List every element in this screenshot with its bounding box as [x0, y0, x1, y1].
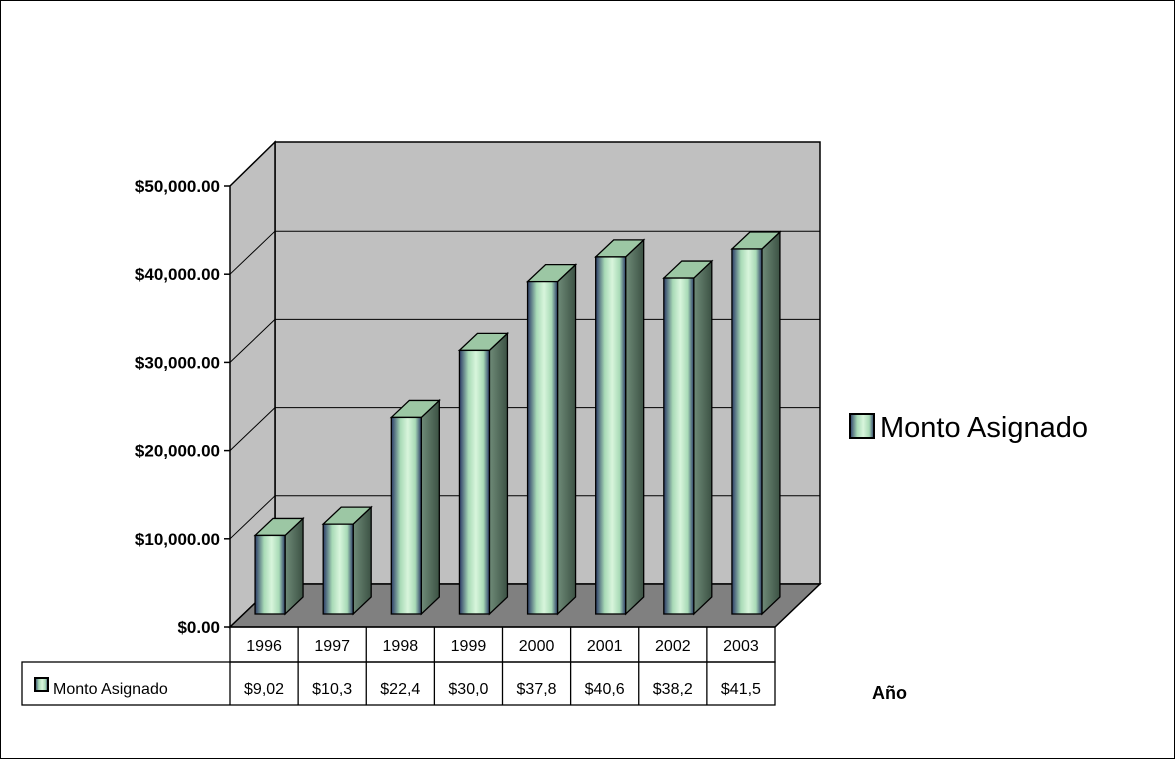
- table-series-name: Monto Asignado: [53, 681, 168, 698]
- y-tick-label: $20,000.00: [135, 442, 220, 461]
- gridline-side: [229, 319, 276, 363]
- bar-front: [526, 280, 559, 615]
- x-axis-title: Año: [872, 683, 907, 703]
- table-data-row: [21, 661, 776, 706]
- x-tick-label: 1996: [246, 638, 282, 655]
- data-table: 1996 $9,02 1997 $10,3 1998 $22,4 1999 $30,0 2000…: [21, 626, 776, 706]
- x-tick-label: 1997: [314, 638, 350, 655]
- bar: [321, 505, 373, 616]
- gridline-side: [229, 495, 276, 540]
- x-tick-label: 1998: [383, 638, 419, 655]
- bar-side: [420, 398, 440, 616]
- x-tick-label: 2001: [587, 638, 623, 655]
- legend-label: Monto Asignado: [880, 412, 1088, 444]
- bar: [594, 238, 646, 616]
- y-tick-label: $40,000.00: [135, 265, 220, 284]
- bar: [457, 331, 510, 616]
- bar-front: [663, 277, 695, 615]
- legend: Monto Asignado: [849, 412, 1088, 444]
- bar: [662, 259, 714, 616]
- y-tick-label: $10,000.00: [135, 530, 220, 549]
- gridline-side: [229, 407, 276, 451]
- bar-front: [390, 416, 422, 615]
- bar-front: [595, 256, 627, 615]
- bar: [389, 398, 441, 616]
- bar-side: [488, 331, 509, 616]
- bar-front: [458, 349, 491, 615]
- y-tick-label: $0.00: [177, 618, 220, 637]
- bar: [525, 263, 578, 616]
- bar: [253, 516, 305, 616]
- bar-side: [693, 259, 713, 616]
- bar-front: [254, 534, 286, 615]
- data-label: $30,0: [448, 681, 488, 698]
- bar-side: [625, 238, 645, 616]
- data-label: $37,8: [517, 681, 557, 698]
- data-label: $38,2: [653, 681, 693, 698]
- x-tick-label: 2003: [723, 638, 759, 655]
- bar-front: [731, 248, 763, 615]
- bar: [730, 230, 782, 616]
- gridline-side: [229, 230, 276, 275]
- y-tick-label: $30,000.00: [135, 353, 220, 372]
- x-tick-label: 2000: [519, 638, 555, 655]
- data-label: $22,4: [380, 681, 420, 698]
- table-legend-swatch: [34, 677, 49, 692]
- data-label: $9,02: [244, 681, 284, 698]
- x-tick-label: 1999: [451, 638, 487, 655]
- y-tick-label: $50,000.00: [135, 177, 220, 196]
- bars: [253, 230, 782, 616]
- data-label: $10,3: [312, 681, 352, 698]
- data-label: $40,6: [585, 681, 625, 698]
- data-label: $41,5: [721, 681, 761, 698]
- y-axis-tick-labels: $0.00 $10,000.00 $20,000.00 $30,000.00 $40,0…: [135, 177, 230, 637]
- legend-swatch: [849, 413, 875, 439]
- bar-side: [352, 505, 372, 616]
- x-tick-label: 2002: [655, 638, 691, 655]
- bar-front: [322, 523, 354, 615]
- bar-side: [761, 230, 781, 616]
- bar-side: [556, 263, 577, 616]
